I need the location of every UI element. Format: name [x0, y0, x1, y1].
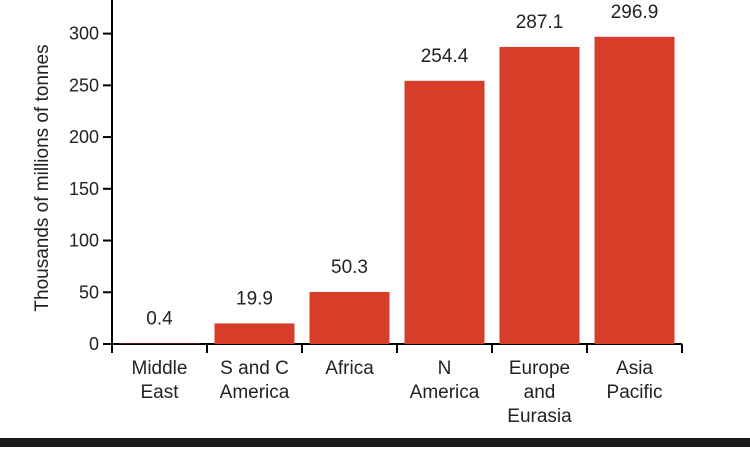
x-tick-label: East	[140, 382, 179, 403]
x-tick-label: N	[438, 358, 452, 379]
x-tick-label: S and C	[220, 358, 289, 379]
x-tick-label: and	[524, 382, 556, 403]
bar	[595, 37, 675, 344]
data-label: 254.4	[421, 46, 469, 67]
x-tick-label: Middle	[132, 358, 188, 379]
y-tick-label: 0	[89, 334, 99, 354]
y-tick-label: 250	[69, 75, 99, 95]
y-tick-label: 150	[69, 179, 99, 199]
y-tick-label: 200	[69, 127, 99, 147]
data-label: 0.4	[146, 309, 173, 330]
x-tick-label: Pacific	[607, 382, 663, 403]
y-tick-label: 300	[69, 24, 99, 44]
bar	[405, 81, 485, 344]
x-tick-label: Asia	[616, 358, 653, 379]
bar	[215, 323, 295, 344]
bar	[310, 292, 390, 344]
bottom-rule	[0, 438, 750, 447]
bar	[500, 47, 580, 344]
x-tick-label: Europe	[509, 358, 570, 379]
x-tick-label: America	[220, 382, 290, 403]
x-tick-label: Africa	[325, 358, 374, 379]
y-tick-label: 50	[79, 282, 99, 302]
y-axis-title: Thousands of millions of tonnes	[32, 44, 53, 311]
x-tick-label: Eurasia	[507, 406, 572, 427]
plot-area: 0 50 100 150 200 250 300 0.4 Middle East 19.9 S and…	[69, 0, 682, 427]
x-tick-label: America	[410, 382, 480, 403]
data-label: 287.1	[516, 12, 564, 33]
y-tick-label: 100	[69, 231, 99, 251]
data-label: 296.9	[611, 2, 659, 23]
data-label: 50.3	[331, 257, 368, 278]
data-label: 19.9	[236, 288, 273, 309]
